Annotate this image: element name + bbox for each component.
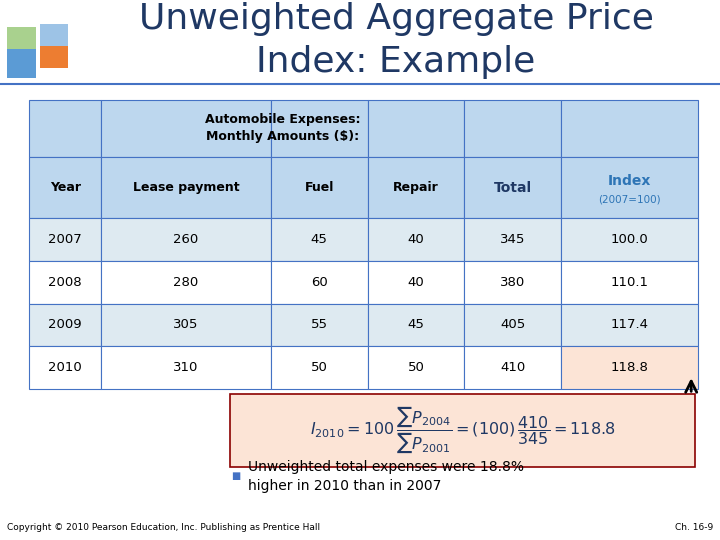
Text: 2007: 2007	[48, 233, 82, 246]
FancyArrowPatch shape	[685, 381, 697, 392]
Text: 405: 405	[500, 319, 526, 332]
Text: Repair: Repair	[393, 181, 439, 194]
Text: 380: 380	[500, 276, 526, 289]
Bar	[271, 303, 368, 346]
Bar	[102, 346, 271, 389]
Text: 50: 50	[311, 361, 328, 374]
Bar	[271, 346, 368, 389]
Text: 100.0: 100.0	[611, 233, 649, 246]
Text: $I_{2010} = 100\,\dfrac{\sum P_{2004}}{\sum P_{2001}} = (100)\,\dfrac{410}{345} : $I_{2010} = 100\,\dfrac{\sum P_{2004}}{\…	[310, 405, 616, 456]
Bar	[368, 346, 464, 389]
Text: Total: Total	[494, 180, 532, 194]
Bar	[271, 218, 368, 261]
Bar	[368, 218, 464, 261]
Text: 40: 40	[408, 233, 424, 246]
Bar	[562, 303, 698, 346]
Text: 260: 260	[174, 233, 199, 246]
Text: Lease payment: Lease payment	[132, 181, 240, 194]
Bar	[368, 261, 464, 303]
Text: 310: 310	[174, 361, 199, 374]
Text: 2010: 2010	[48, 361, 82, 374]
Text: Ch. 16-9: Ch. 16-9	[675, 523, 713, 532]
Bar	[464, 157, 562, 218]
Bar	[29, 157, 102, 218]
Bar	[102, 100, 271, 157]
Text: 40: 40	[408, 276, 424, 289]
Text: Automobile Expenses:
Monthly Amounts ($):: Automobile Expenses: Monthly Amounts ($)…	[205, 113, 361, 143]
Text: Fuel: Fuel	[305, 181, 334, 194]
Text: 280: 280	[174, 276, 199, 289]
Bar	[562, 100, 698, 157]
Text: Unweighted total expenses were 18.8%
higher in 2010 than in 2007: Unweighted total expenses were 18.8% hig…	[248, 460, 524, 493]
Bar	[562, 346, 698, 389]
Bar	[102, 261, 271, 303]
Bar	[368, 100, 464, 157]
Bar	[271, 157, 368, 218]
Bar	[29, 346, 102, 389]
Bar	[29, 218, 102, 261]
Text: Year: Year	[50, 181, 81, 194]
Bar	[562, 218, 698, 261]
Bar	[29, 100, 102, 157]
Bar	[271, 100, 368, 157]
Bar	[368, 157, 464, 218]
Text: 45: 45	[311, 233, 328, 246]
Text: 305: 305	[174, 319, 199, 332]
Bar	[464, 303, 562, 346]
Text: 2009: 2009	[48, 319, 82, 332]
Bar	[464, 346, 562, 389]
Text: 45: 45	[408, 319, 425, 332]
Text: (2007=100): (2007=100)	[598, 194, 661, 205]
Text: 50: 50	[408, 361, 425, 374]
Text: 117.4: 117.4	[611, 319, 649, 332]
FancyBboxPatch shape	[230, 394, 695, 467]
Bar	[29, 303, 102, 346]
Bar	[464, 261, 562, 303]
Text: Copyright © 2010 Pearson Education, Inc. Publishing as Prentice Hall: Copyright © 2010 Pearson Education, Inc.…	[7, 523, 320, 532]
Bar	[562, 261, 698, 303]
Bar	[464, 100, 562, 157]
Text: Index: Index	[608, 174, 652, 188]
Text: 2008: 2008	[48, 276, 82, 289]
Bar	[29, 261, 102, 303]
Bar	[102, 157, 271, 218]
Text: 60: 60	[311, 276, 328, 289]
Bar	[464, 218, 562, 261]
Bar	[271, 261, 368, 303]
Text: Unweighted Aggregate Price
Index: Example: Unweighted Aggregate Price Index: Exampl…	[138, 3, 654, 78]
Bar	[368, 303, 464, 346]
Bar	[102, 218, 271, 261]
Text: 345: 345	[500, 233, 526, 246]
Bar	[102, 303, 271, 346]
Text: 410: 410	[500, 361, 526, 374]
Text: 118.8: 118.8	[611, 361, 649, 374]
Text: ■: ■	[231, 471, 240, 481]
Bar	[562, 157, 698, 218]
Text: 110.1: 110.1	[611, 276, 649, 289]
Text: 55: 55	[311, 319, 328, 332]
